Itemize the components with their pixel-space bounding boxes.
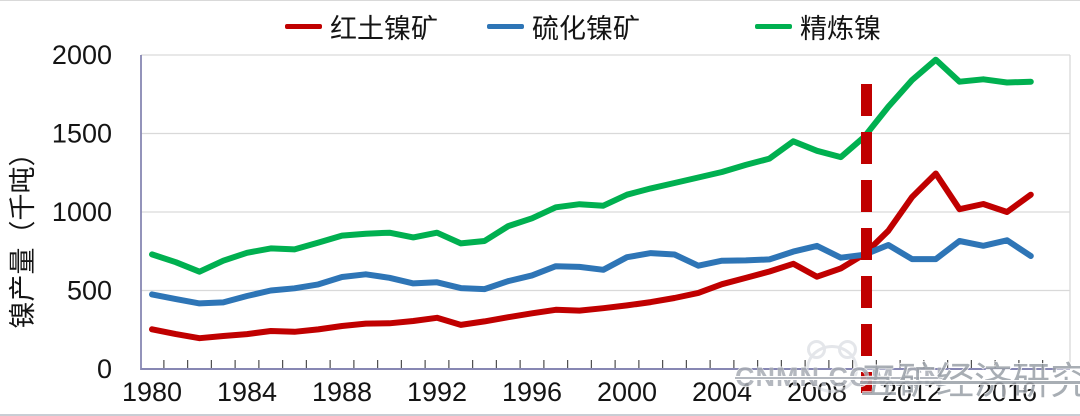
series-line-sulfide [149,237,1034,307]
watermark-site-text: CNMN.COM.CN [735,362,944,392]
x-tick-label: 1984 [217,377,277,407]
y-tick-label: 500 [67,276,112,306]
watermark-logo-ear-icon [807,340,826,359]
legend-label-sulfide: 硫化镍矿 [532,13,640,44]
watermark-logo-ear-icon [838,340,857,359]
x-tick-label: 1996 [502,377,562,407]
x-tick-label: 2004 [692,377,752,407]
legend-label-refined: 精炼镍 [800,13,881,44]
watermark-logo-icon [806,340,858,393]
legend-swatch-sulfide [487,23,524,29]
y-tick-label: 0 [97,354,112,384]
legend-label-laterite: 红土镍矿 [330,13,438,44]
watermark-org-text: 五矿经济研究院 [860,361,1080,403]
legend-item-sulfide: 硫化镍矿 [487,11,640,44]
y-tick-label: 2000 [52,40,112,70]
x-tick-label: 1992 [407,377,467,407]
legend-item-laterite: 红土镍矿 [285,11,438,44]
x-tick-label: 2016 [977,377,1037,407]
x-tick-label: 2012 [882,377,942,407]
legend-swatch-refined [755,23,792,29]
legend-item-refined: 精炼镍 [755,11,881,44]
series-line-refined [149,56,1034,275]
x-tick-label: 1980 [122,377,182,407]
legend-swatch-laterite [285,23,322,29]
y-tick-label: 1500 [52,119,112,149]
series-line-laterite [149,170,1034,342]
y-tick-label: 1000 [52,197,112,227]
x-tick-label: 1988 [312,377,372,407]
legend: 红土镍矿 硫化镍矿 精炼镍 [0,1,1080,49]
x-tick-label: 2000 [597,377,657,407]
